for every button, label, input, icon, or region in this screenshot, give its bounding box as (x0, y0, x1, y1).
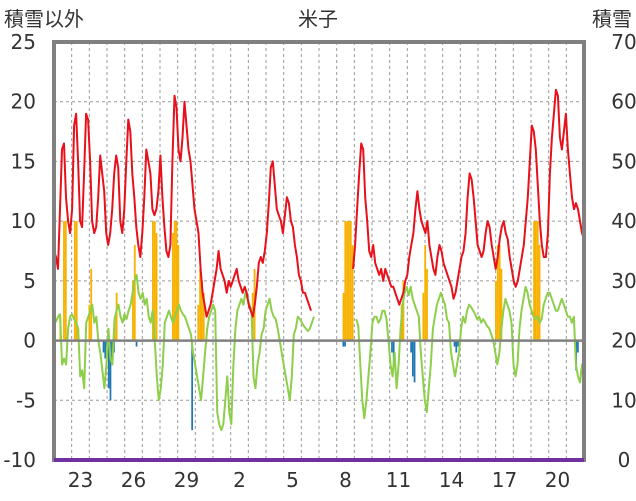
right-axis-label: 積雪 (592, 7, 632, 31)
x-tick-label: 5 (286, 468, 299, 492)
x-tick-label: 20 (545, 468, 570, 492)
bar (410, 341, 412, 353)
left-tick-label: 25 (11, 30, 36, 54)
left-tick-label: -10 (3, 448, 36, 472)
right-tick-label: 70 (611, 30, 636, 54)
bar (412, 341, 414, 377)
bar (535, 221, 537, 340)
bar (350, 221, 352, 340)
x-tick-label: 11 (386, 468, 411, 492)
x-tick-label: 14 (439, 468, 464, 492)
right-tick-label: 10 (611, 388, 636, 412)
bar (455, 341, 457, 353)
bar (424, 245, 426, 341)
bar (346, 221, 348, 340)
x-tick-label: 17 (492, 468, 517, 492)
left-tick-labels: 25 20 15 10 5 0 -5 -10 (3, 30, 36, 472)
right-tick-labels: 70 60 50 40 30 20 10 0 (611, 30, 636, 472)
bar (103, 341, 105, 353)
left-tick-label: -5 (16, 388, 36, 412)
grid-lines (54, 42, 584, 460)
left-tick-label: 15 (11, 149, 36, 173)
right-tick-label: 0 (618, 448, 631, 472)
left-tick-label: 0 (23, 329, 36, 353)
bar (577, 341, 579, 353)
bar (156, 233, 158, 340)
bar (344, 221, 346, 340)
left-axis-label: 積雪以外 (4, 7, 84, 31)
bar (134, 245, 136, 341)
bar (348, 221, 350, 340)
bar (63, 221, 65, 340)
bar (172, 233, 174, 340)
x-tick-label: 2 (233, 468, 246, 492)
left-tick-label: 20 (11, 90, 36, 114)
x-tick-label: 29 (174, 468, 199, 492)
x-tick-label: 8 (339, 468, 352, 492)
bar (391, 341, 393, 353)
x-tick-label: 26 (121, 468, 146, 492)
bar (104, 341, 106, 359)
bar (414, 341, 416, 383)
right-tick-label: 40 (611, 209, 636, 233)
bar (343, 293, 345, 341)
right-tick-label: 20 (611, 329, 636, 353)
x-tick-labels: 23 26 29 2 5 8 11 14 17 20 (68, 468, 570, 492)
bar (533, 221, 535, 340)
x-tick-label: 23 (68, 468, 93, 492)
bar (539, 245, 541, 341)
bar (177, 245, 179, 341)
bar (197, 305, 199, 341)
right-tick-label: 30 (611, 269, 636, 293)
bar (422, 293, 424, 341)
bar (174, 221, 176, 340)
bar (176, 221, 178, 340)
left-tick-label: 5 (23, 269, 36, 293)
right-tick-label: 60 (611, 90, 636, 114)
bar (537, 221, 539, 340)
right-tick-label: 50 (611, 149, 636, 173)
bar (499, 245, 501, 341)
bar (426, 269, 428, 341)
left-tick-label: 10 (11, 209, 36, 233)
bar (495, 281, 497, 341)
bar (65, 221, 67, 340)
chart-title: 米子 (298, 7, 338, 31)
